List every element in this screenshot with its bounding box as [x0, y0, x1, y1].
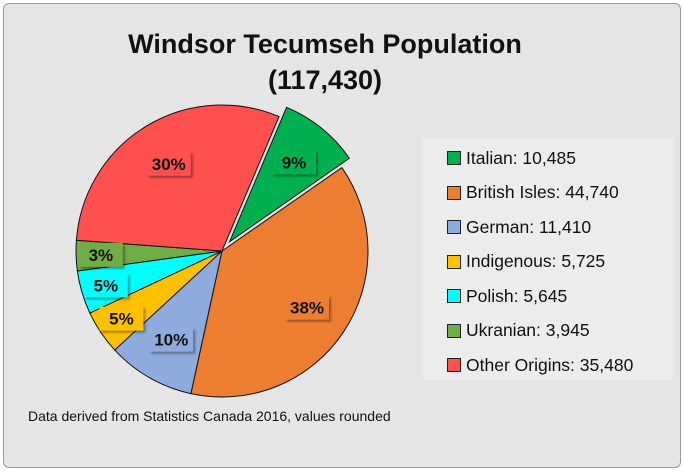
legend-swatch	[447, 358, 461, 372]
data-label-text: 5%	[94, 276, 119, 295]
legend-label: Polish: 5,645	[466, 285, 568, 306]
pie-slice-other-origins	[75, 104, 280, 252]
data-label: 5%	[83, 273, 128, 298]
title-main: Windsor Tecumseh Population	[128, 29, 522, 59]
legend-item: Other Origins: 35,480	[447, 353, 633, 377]
source-note: Data derived from Statistics Canada 2016…	[28, 408, 391, 424]
legend-label: German: 11,410	[466, 216, 592, 237]
legend-swatch	[447, 185, 461, 200]
legend-swatch	[447, 254, 461, 269]
legend-item: Polish: 5,645	[447, 284, 567, 308]
data-label-text: 5%	[109, 310, 134, 329]
legend-item: British Isles: 44,740	[447, 181, 619, 205]
data-label-text: 9%	[282, 153, 307, 172]
data-label-box	[271, 150, 316, 175]
legend-swatch	[447, 151, 461, 165]
chart-title: Windsor Tecumseh Population (117,430)	[0, 26, 650, 98]
legend-label: Ukranian: 3,945	[466, 320, 590, 340]
data-label: 5%	[99, 306, 144, 331]
data-label: 38%	[285, 295, 330, 320]
data-label-text: 38%	[290, 299, 324, 318]
data-label-box	[78, 242, 123, 267]
legend-label: British Isles: 44,740	[466, 182, 619, 202]
data-label-text: 3%	[89, 246, 114, 265]
legend-label: Indigenous: 5,725	[466, 251, 606, 271]
data-label-box	[83, 273, 128, 298]
data-label-text: 10%	[154, 331, 188, 350]
legend-swatch	[447, 220, 461, 234]
data-label: 30%	[146, 151, 191, 176]
data-label-box	[285, 295, 330, 320]
data-label-box	[99, 306, 144, 331]
data-label: 10%	[149, 327, 194, 352]
legend-label: Other Origins: 35,480	[466, 354, 634, 375]
legend-swatch	[447, 289, 461, 303]
legend-label: Italian: 10,485	[466, 147, 576, 168]
data-label-text: 30%	[152, 155, 186, 174]
legend-item: German: 11,410	[447, 215, 591, 239]
title-total: (117,430)	[267, 65, 383, 95]
legend-item: Ukranian: 3,945	[447, 319, 590, 343]
data-label-box	[149, 327, 194, 352]
data-label: 3%	[78, 242, 123, 267]
pie-slice-british-isles	[190, 166, 369, 398]
legend: Italian: 10,485 British Isles: 44,740 Germ…	[423, 138, 673, 380]
data-label-box	[146, 151, 191, 176]
legend-swatch	[447, 323, 461, 338]
pie-slice-italian	[228, 106, 351, 244]
legend-item: Italian: 10,485	[447, 146, 576, 170]
data-label: 9%	[271, 150, 316, 175]
legend-item: Indigenous: 5,725	[447, 250, 605, 274]
pie-slice-german	[114, 249, 223, 395]
